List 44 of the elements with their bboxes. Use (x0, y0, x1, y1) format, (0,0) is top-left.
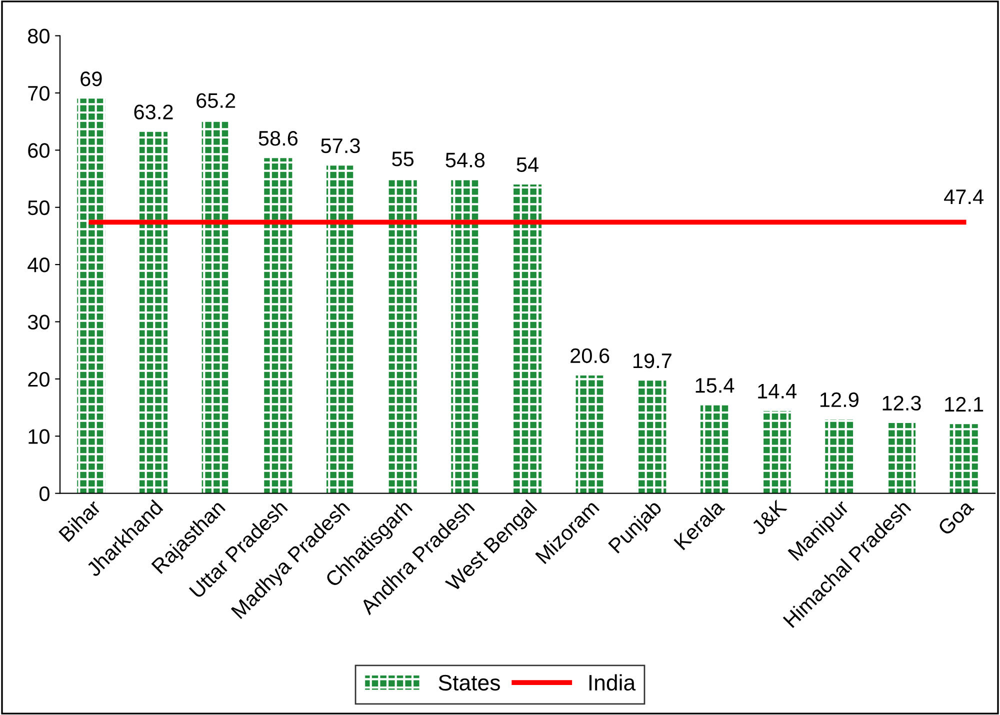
bar (264, 158, 292, 494)
legend-label: States (438, 674, 500, 691)
data-label: 55 (392, 152, 414, 166)
bar (576, 376, 604, 494)
data-label: 58.6 (258, 130, 298, 146)
bar (825, 420, 854, 494)
bar (950, 424, 978, 494)
data-label: 69 (80, 71, 102, 86)
y-tick-label: 30 (28, 314, 50, 330)
data-label: 20.6 (570, 348, 610, 364)
data-label: 54.8 (446, 152, 485, 168)
bar (887, 422, 916, 494)
data-label: 15.4 (696, 378, 734, 393)
bar (451, 180, 480, 494)
y-tick-label: 60 (28, 143, 50, 158)
data-label: 47.4 (944, 190, 984, 204)
data-label: 12.3 (882, 396, 921, 411)
y-tick-label: 70 (28, 86, 50, 101)
data-label: 12.9 (820, 392, 858, 408)
bar (326, 166, 355, 494)
bar (513, 184, 542, 494)
bar (77, 98, 106, 494)
y-tick-label: 20 (28, 372, 50, 387)
data-label: 63.2 (134, 104, 173, 120)
y-tick-label: 50 (28, 200, 50, 216)
x-tick-label: Goa (937, 498, 975, 536)
y-tick-label: 40 (28, 258, 50, 272)
data-label: 12.1 (945, 396, 984, 412)
x-tick-label: J&K (750, 498, 788, 536)
data-label: 14.4 (758, 384, 796, 398)
y-tick-label: 80 (28, 28, 50, 44)
bar (202, 120, 230, 494)
data-label: 57.3 (321, 138, 360, 154)
bar (700, 405, 729, 494)
data-label: 65.2 (196, 93, 236, 108)
bar (638, 380, 666, 494)
y-tick-label: 0 (40, 486, 50, 502)
bar (388, 178, 417, 494)
data-label: 54 (516, 157, 538, 172)
legend-label: India (589, 674, 636, 691)
bar (762, 410, 791, 494)
bar (139, 132, 168, 494)
y-tick-label: 10 (28, 429, 50, 444)
data-label: 19.7 (633, 353, 672, 368)
